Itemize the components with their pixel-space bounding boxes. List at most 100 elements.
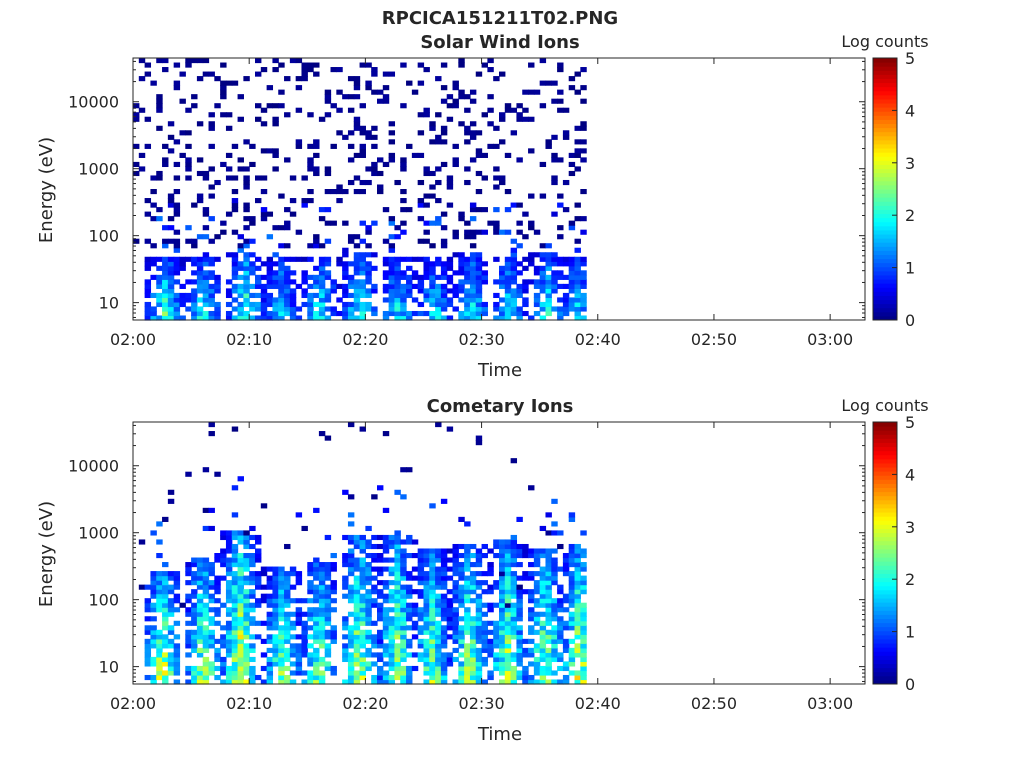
spectrogram-cell bbox=[162, 607, 169, 613]
spectrogram-cell bbox=[231, 562, 239, 568]
spectrogram-cell bbox=[458, 94, 465, 100]
spectrogram-cell bbox=[394, 634, 401, 640]
spectrogram-cell bbox=[347, 274, 355, 280]
spectrogram-cell bbox=[440, 557, 448, 563]
spectrogram-cell bbox=[545, 553, 552, 559]
spectrogram-cell bbox=[452, 229, 459, 235]
spectrogram-cell bbox=[324, 89, 332, 95]
spectrogram-cell bbox=[469, 679, 477, 685]
spectrogram-cell bbox=[545, 679, 552, 685]
spectrogram-cell bbox=[504, 571, 512, 577]
spectrogram-cell bbox=[359, 261, 366, 267]
spectrogram-cell bbox=[342, 679, 349, 685]
spectrogram-cell bbox=[574, 274, 581, 280]
spectrogram-cell bbox=[452, 557, 459, 563]
spectrogram-cell bbox=[173, 161, 181, 168]
spectrogram-cell bbox=[510, 130, 518, 136]
spectrogram-cell bbox=[313, 238, 320, 244]
spectrogram-cell bbox=[469, 202, 477, 208]
spectrogram-cell bbox=[487, 220, 494, 226]
spectrogram-cell bbox=[562, 625, 570, 631]
spectrogram-cell bbox=[225, 643, 233, 649]
spectrogram-cell bbox=[220, 638, 227, 644]
spectrogram-cell bbox=[336, 184, 343, 190]
spectrogram-cell bbox=[493, 665, 500, 672]
spectrogram-cell bbox=[156, 643, 163, 649]
spectrogram-cell bbox=[347, 76, 355, 82]
spectrogram-cell bbox=[237, 261, 244, 267]
spectrogram-cell bbox=[452, 98, 459, 104]
spectrogram-cell bbox=[185, 297, 192, 303]
spectrogram-cell bbox=[167, 198, 175, 204]
spectrogram-cell bbox=[371, 652, 378, 658]
spectrogram-cell bbox=[539, 593, 547, 599]
spectrogram-cell bbox=[469, 306, 477, 312]
spectrogram-cell bbox=[458, 629, 465, 635]
spectrogram-cell bbox=[150, 656, 157, 663]
spectrogram-cell bbox=[167, 270, 175, 276]
colorbar-segment bbox=[873, 557, 897, 562]
spectrogram-cell bbox=[173, 670, 181, 676]
spectrogram-cell bbox=[196, 198, 204, 204]
spectrogram-cell bbox=[475, 315, 483, 321]
spectrogram-cell bbox=[568, 562, 576, 568]
spectrogram-cell bbox=[440, 238, 448, 244]
spectrogram-cell bbox=[400, 598, 407, 604]
colorbar-segment bbox=[873, 201, 897, 206]
spectrogram-cell bbox=[133, 143, 140, 149]
spectrogram-cell bbox=[353, 234, 361, 240]
spectrogram-cell bbox=[167, 148, 175, 154]
spectrogram-cell bbox=[429, 625, 436, 631]
colorbar-segment bbox=[873, 143, 897, 149]
spectrogram-cell bbox=[440, 634, 448, 640]
spectrogram-cell bbox=[231, 543, 239, 550]
spectrogram-cell bbox=[440, 139, 448, 145]
spectrogram-cell bbox=[504, 674, 512, 681]
spectrogram-cell bbox=[400, 157, 407, 163]
spectrogram-cell bbox=[516, 315, 523, 321]
spectrogram-cell bbox=[580, 301, 587, 308]
spectrogram-cell bbox=[214, 620, 221, 626]
spectrogram-cell bbox=[359, 643, 366, 649]
spectrogram-cell bbox=[202, 252, 210, 258]
spectrogram-cell bbox=[330, 189, 337, 195]
spectrogram-cell bbox=[469, 575, 477, 581]
spectrogram-cell bbox=[545, 562, 552, 568]
spectrogram-cell bbox=[313, 170, 320, 177]
spectrogram-cell bbox=[150, 643, 157, 649]
spectrogram-cell bbox=[469, 121, 477, 127]
spectrogram-cell bbox=[278, 625, 285, 631]
spectrogram-cell bbox=[510, 265, 518, 271]
spectrogram-cell bbox=[179, 292, 186, 299]
spectrogram-cell bbox=[225, 301, 233, 308]
spectrogram-cell bbox=[452, 270, 459, 276]
spectrogram-cell bbox=[551, 647, 558, 653]
spectrogram-cell bbox=[382, 256, 390, 262]
spectrogram-cell bbox=[324, 297, 332, 303]
spectrogram-cell bbox=[249, 543, 256, 550]
spectrogram-cell bbox=[255, 265, 262, 271]
spectrogram-cell bbox=[377, 543, 384, 550]
spectrogram-cell bbox=[568, 256, 576, 262]
spectrogram-cell bbox=[568, 152, 576, 158]
colorbar-segment bbox=[873, 647, 897, 652]
spectrogram-cell bbox=[574, 315, 581, 321]
spectrogram-cell bbox=[458, 265, 465, 271]
spectrogram-cell bbox=[406, 638, 413, 644]
spectrogram-cell bbox=[301, 256, 308, 262]
spectrogram-cell bbox=[150, 589, 157, 595]
spectrogram-cell bbox=[499, 306, 506, 312]
spectrogram-cell bbox=[231, 580, 239, 586]
spectrogram-cell bbox=[318, 598, 326, 604]
spectrogram-cell bbox=[156, 652, 163, 658]
spectrogram-cell bbox=[225, 530, 233, 536]
spectrogram-cell bbox=[504, 270, 512, 276]
spectrogram-cell bbox=[377, 170, 384, 177]
spectrogram-cell bbox=[330, 566, 337, 572]
spectrogram-cell bbox=[307, 566, 314, 572]
spectrogram-cell bbox=[167, 134, 175, 140]
spectrogram-cell bbox=[202, 665, 210, 672]
spectrogram-cell bbox=[580, 306, 587, 312]
spectrogram-cell bbox=[359, 575, 366, 581]
spectrogram-cell bbox=[493, 661, 500, 667]
